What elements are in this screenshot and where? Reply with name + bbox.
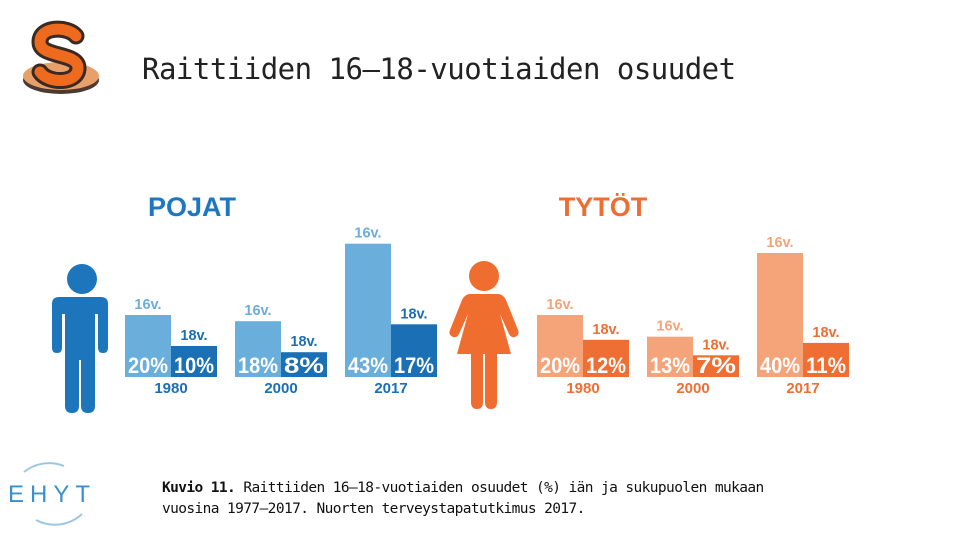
series-label: 18v. [702,337,729,353]
bar-tytöt-1980-18v [583,339,629,377]
girl-figure-body [449,294,519,409]
series-label: 18v. [400,306,427,322]
series-label: 18v. [592,322,619,338]
year-tick-label: 2000 [676,380,709,397]
girl-figure-head [469,261,499,291]
bar-tytöt-2017-18v [803,342,849,377]
bar-pojat-2000-18v [281,352,327,377]
caption-line2: vuosina 1977–2017. Nuorten terveystapatu… [162,501,585,517]
series-label: 18v. [290,334,317,350]
series-label: 16v. [244,303,271,319]
value-label: 12% [586,353,626,378]
page-title: Raittiiden 16–18-vuotiaiden osuudet [142,52,736,86]
figure-caption: Kuvio 11. Raittiiden 16–18-vuotiaiden os… [162,478,862,520]
bar-pojat-2017-18v [391,324,437,377]
bar-pojat-2017-16v [345,243,391,377]
series-label: 16v. [546,297,573,313]
boy-figure-body [52,297,108,413]
bar-tytöt-2000-16v [647,336,693,377]
bar-pojat-1980-16v [125,315,171,377]
series-label: 16v. [656,319,683,335]
value-label: 8% [284,353,324,378]
caption-line1: Raittiiden 16–18-vuotiaiden osuudet (%) … [243,480,764,496]
accent-side-bar [920,0,960,540]
bar-tytöt-2000-18v [693,355,739,377]
year-tick-label: 2000 [264,380,297,397]
ehyt-logo-icon: EHYT [8,462,96,526]
group-title-pojat: POJAT [148,192,237,222]
abstinence-chart: POJAT 16v. 20% 18v. 10% 1980 16v. 18% 18v. 8% 2000… [52,192,849,413]
group-title-tytot: TYTÖT [559,192,648,222]
boy-figure-head [67,264,97,294]
year-tick-label: 2017 [786,380,819,397]
value-label: 7% [696,353,736,378]
bar-tytöt-2017-16v [757,253,803,377]
value-label: 20% [540,353,580,378]
bar-pojat-1980-18v [171,346,217,377]
value-label: 11% [806,353,846,378]
ehyt-logo-text: EHYT [8,481,96,508]
value-label: 43% [348,353,388,378]
series-label: 18v. [812,325,839,341]
s-logo-icon [23,20,99,94]
year-tick-label: 1980 [154,380,187,397]
bar-tytöt-1980-16v [537,315,583,377]
value-label: 13% [650,353,690,378]
value-label: 17% [394,353,434,378]
year-tick-label: 1980 [566,380,599,397]
value-label: 20% [128,353,168,378]
value-label: 18% [238,353,278,378]
series-label: 16v. [354,226,381,242]
value-label: 40% [760,353,800,378]
series-label: 18v. [180,328,207,344]
bar-pojat-2000-16v [235,321,281,377]
series-label: 16v. [134,297,161,313]
series-label: 16v. [766,235,793,251]
caption-label: Kuvio 11. [162,480,236,496]
value-label: 10% [174,353,214,378]
year-tick-label: 2017 [374,380,407,397]
